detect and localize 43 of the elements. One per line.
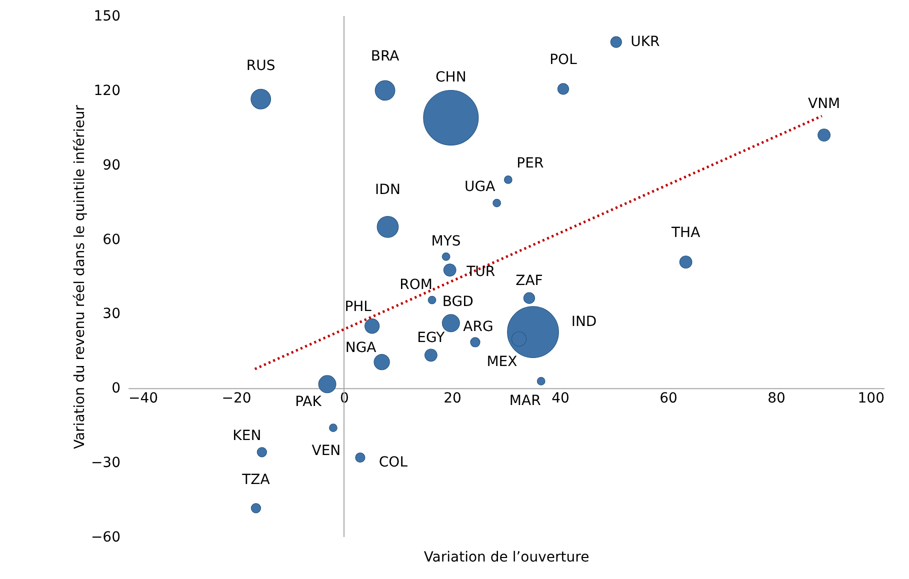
annotation: PHL [344, 299, 372, 316]
annotation: VEN [312, 442, 341, 459]
y-tick-label: 120 [94, 82, 120, 99]
x-axis-title: Variation de l’ouverture [424, 550, 590, 566]
annotation: UKR [630, 34, 660, 50]
annotation: PAK [295, 394, 322, 410]
y-tick-label: 90 [102, 157, 120, 174]
y-axis-title: Variation du revenu réel dans le quintile inférieur [72, 104, 88, 450]
x-tick-label: 80 [768, 390, 786, 407]
annotation: NGA [345, 340, 377, 356]
y-tick-label: 60 [102, 232, 120, 248]
x-tick-label: −20 [222, 390, 252, 407]
annotation: EGY [417, 330, 446, 346]
annotation: VNM [808, 96, 840, 112]
annotation: IND [571, 314, 597, 330]
annotation: ARG [463, 319, 494, 336]
annotation: COL [378, 454, 408, 471]
annotation: IDN [375, 182, 400, 198]
x-tick-label: 20 [444, 390, 462, 407]
annotation: MYS [431, 234, 461, 250]
annotation: MAR [509, 393, 542, 410]
annotation: THA [670, 225, 701, 242]
annotation: BRA [370, 48, 400, 64]
x-tick-label: 60 [660, 390, 678, 407]
y-tick-label: 30 [102, 306, 120, 322]
x-tick-label: 100 [858, 390, 884, 407]
y-tick-label: 150 [94, 8, 120, 24]
annotation: PER [516, 156, 544, 172]
y-tick-label: −30 [90, 455, 120, 472]
annotation: RUS [246, 58, 276, 74]
annotation: UGA [464, 179, 496, 196]
y-tick-label: 0 [112, 380, 120, 397]
annotation: MEX [486, 354, 518, 370]
x-tick-label: 40 [552, 390, 570, 407]
annotation: CHN [436, 70, 466, 86]
x-tick-label: −40 [128, 390, 158, 407]
annotation: TZA [241, 472, 270, 488]
annotation: BGD [442, 294, 474, 310]
annotation: ZAF [516, 273, 543, 290]
annotation: ROM [400, 277, 432, 294]
y-tick-label: −60 [90, 530, 120, 546]
annotation: KEN [232, 428, 262, 444]
annotation: POL [550, 52, 578, 68]
